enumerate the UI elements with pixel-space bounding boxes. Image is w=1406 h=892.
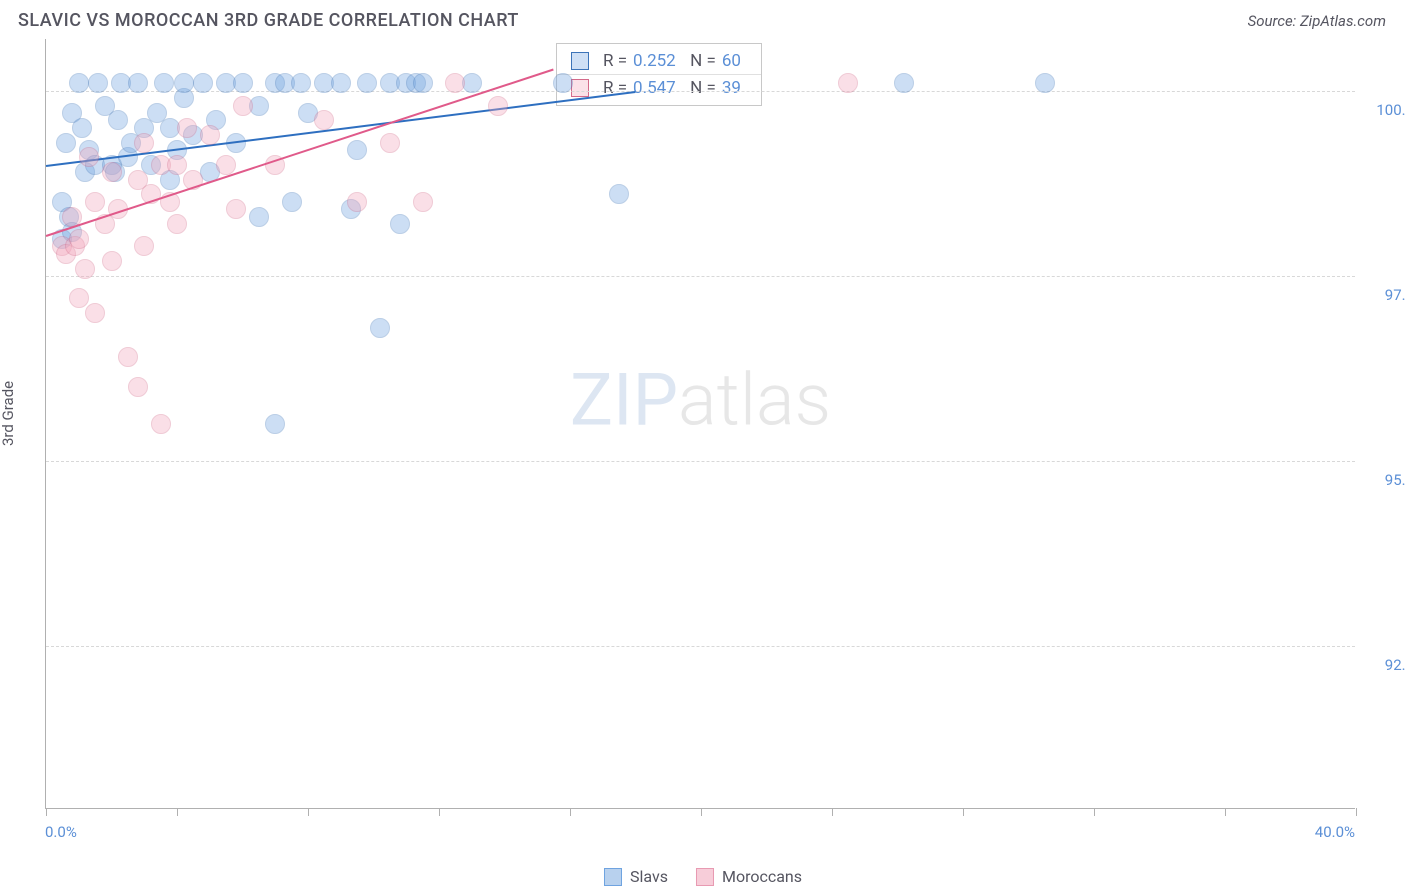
x-tick <box>963 808 964 816</box>
data-point <box>108 110 128 130</box>
y-tick-label: 97.5% <box>1365 286 1406 304</box>
stats-row: R = 0.252 N = 60 <box>557 48 761 74</box>
data-point <box>265 414 285 434</box>
x-tick <box>1225 808 1226 816</box>
data-point <box>167 155 187 175</box>
x-tick <box>308 808 309 816</box>
data-point <box>609 184 629 204</box>
data-point <box>445 73 465 93</box>
data-point <box>128 377 148 397</box>
data-point <box>200 125 220 145</box>
data-point <box>331 73 351 93</box>
x-tick <box>439 808 440 816</box>
data-point <box>894 73 914 93</box>
data-point <box>413 192 433 212</box>
data-point <box>134 133 154 153</box>
data-point <box>216 155 236 175</box>
y-axis-label: 3rd Grade <box>0 381 17 446</box>
data-point <box>69 288 89 308</box>
x-axis-min-label: 0.0% <box>45 823 77 841</box>
data-point <box>79 147 99 167</box>
data-point <box>118 347 138 367</box>
data-point <box>347 192 367 212</box>
data-point <box>134 236 154 256</box>
y-tick-label: 95.0% <box>1365 471 1406 489</box>
x-axis-max-label: 40.0% <box>1315 823 1355 841</box>
data-point <box>128 73 148 93</box>
data-point <box>249 207 269 227</box>
legend-item: Slavs <box>604 867 668 886</box>
chart-title: SLAVIC VS MOROCCAN 3RD GRADE CORRELATION… <box>18 10 519 31</box>
data-point <box>69 73 89 93</box>
legend-item: Moroccans <box>696 867 802 886</box>
scatter-plot: ZIPatlas R = 0.252 N = 60R = 0.547 N = 3… <box>45 39 1355 809</box>
gridline <box>46 646 1355 647</box>
data-point <box>88 73 108 93</box>
data-point <box>102 162 122 182</box>
data-point <box>154 73 174 93</box>
gridline <box>46 461 1355 462</box>
data-point <box>370 318 390 338</box>
data-point <box>233 73 253 93</box>
data-point <box>85 192 105 212</box>
data-point <box>177 118 197 138</box>
data-point <box>553 73 573 93</box>
data-point <box>226 199 246 219</box>
data-point <box>85 303 105 323</box>
x-tick <box>177 808 178 816</box>
data-point <box>151 414 171 434</box>
data-point <box>390 214 410 234</box>
data-point <box>174 73 194 93</box>
y-tick-label: 100.0% <box>1365 101 1406 119</box>
watermark: ZIPatlas <box>570 358 831 443</box>
data-point <box>102 251 122 271</box>
data-point <box>72 118 92 138</box>
data-point <box>56 133 76 153</box>
gridline <box>46 276 1355 277</box>
source-label: Source: ZipAtlas.com <box>1248 12 1386 30</box>
x-tick <box>1356 808 1357 816</box>
data-point <box>193 73 213 93</box>
data-point <box>380 133 400 153</box>
x-tick <box>701 808 702 816</box>
data-point <box>167 214 187 234</box>
data-point <box>1035 73 1055 93</box>
data-point <box>291 73 311 93</box>
data-point <box>838 73 858 93</box>
y-tick-label: 92.5% <box>1365 656 1406 674</box>
data-point <box>357 73 377 93</box>
x-tick <box>570 808 571 816</box>
data-point <box>233 96 253 116</box>
x-tick <box>46 808 47 816</box>
legend: Slavs Moroccans <box>604 867 802 886</box>
data-point <box>282 192 302 212</box>
data-point <box>314 110 334 130</box>
data-point <box>75 259 95 279</box>
data-point <box>488 96 508 116</box>
x-tick <box>1094 808 1095 816</box>
data-point <box>69 229 89 249</box>
data-point <box>413 73 433 93</box>
data-point <box>347 140 367 160</box>
x-tick <box>832 808 833 816</box>
